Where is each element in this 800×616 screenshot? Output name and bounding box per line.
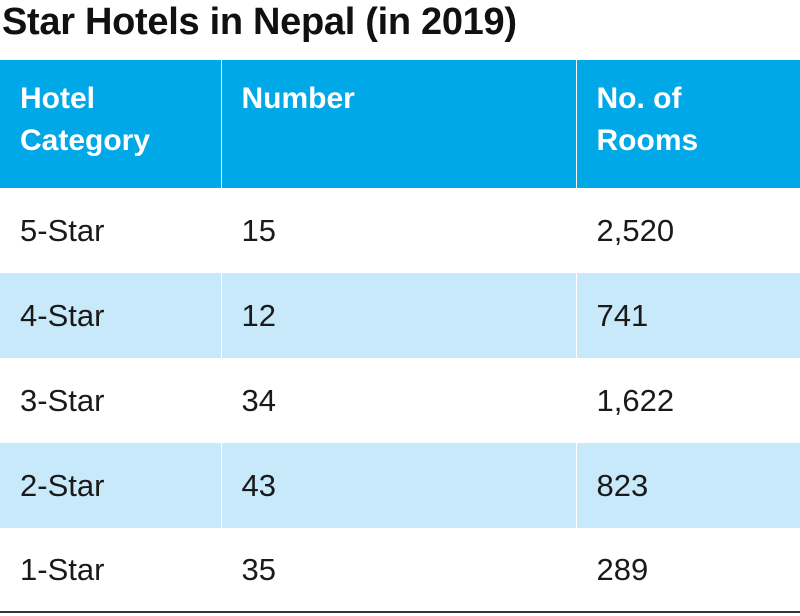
cell-category: 4-Star <box>20 297 105 333</box>
table-title: Star Hotels in Nepal (in 2019) <box>2 1 517 43</box>
table-header: Hotel Category Number No. of Rooms <box>0 60 800 188</box>
cell-number: 15 <box>220 188 576 273</box>
table-row: 2-Star 43 823 <box>0 443 800 528</box>
cell-category: 3-Star <box>20 382 105 418</box>
cell-number: 43 <box>220 443 576 528</box>
cell-rooms: 2,520 <box>575 188 800 273</box>
header-rooms: No. of Rooms <box>575 60 800 188</box>
hotels-table: Hotel Category Number No. of Rooms 5-Sta… <box>0 60 800 613</box>
table-row: 5-Star 15 2,520 <box>0 188 800 273</box>
cell-category: 1-Star <box>20 551 105 587</box>
cell-rooms: 823 <box>575 443 800 528</box>
table-row: 3-Star 34 1,622 <box>0 358 800 443</box>
table-body: 5-Star 15 2,520 4-Star 12 741 3-Star 34 … <box>0 188 800 612</box>
header-hotel-category: Hotel Category <box>20 82 151 157</box>
header-row: Hotel Category Number No. of Rooms <box>0 60 800 188</box>
cell-category: 5-Star <box>20 212 105 248</box>
cell-category: 2-Star <box>20 467 105 503</box>
cell-rooms: 741 <box>575 273 800 358</box>
cell-number: 12 <box>220 273 576 358</box>
cell-number: 34 <box>220 358 576 443</box>
cell-rooms: 1,622 <box>575 358 800 443</box>
table-row: 4-Star 12 741 <box>0 273 800 358</box>
header-number: Number <box>220 60 576 188</box>
cell-number: 35 <box>220 528 576 612</box>
table-row: 1-Star 35 289 <box>0 528 800 612</box>
cell-rooms: 289 <box>575 528 800 612</box>
